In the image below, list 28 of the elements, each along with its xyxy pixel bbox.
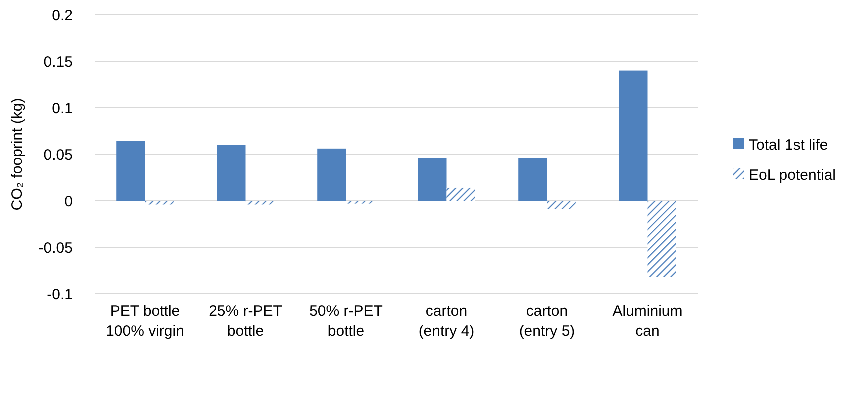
y-tick-label: -0.1 bbox=[47, 286, 73, 304]
y-tick-label: 0.15 bbox=[44, 54, 73, 71]
bar bbox=[446, 188, 476, 201]
bar bbox=[246, 201, 274, 205]
x-tick-label: carton (entry 4) bbox=[418, 303, 475, 340]
x-tick-label: carton (entry 5) bbox=[519, 303, 576, 340]
legend-label: Total 1st life bbox=[749, 136, 828, 154]
x-tick-label: 50% r-PET bottle bbox=[310, 303, 383, 340]
bar bbox=[116, 141, 146, 201]
bar bbox=[145, 201, 174, 205]
y-tick-label: 0.05 bbox=[44, 146, 73, 164]
x-tick-label: PET bottle 100% virgin bbox=[106, 303, 184, 340]
x-tick-label: 25% r-PET bottle bbox=[209, 303, 282, 340]
bar bbox=[217, 145, 246, 201]
y-axis-title: CO₂ fooprint (kg) bbox=[9, 98, 26, 211]
y-tick-label: 0.1 bbox=[52, 100, 73, 118]
bar bbox=[619, 70, 648, 201]
bar bbox=[547, 201, 576, 210]
legend-label: EoL potential bbox=[749, 166, 836, 184]
x-tick-label: Aluminium can bbox=[612, 303, 683, 340]
y-tick-label: 0.2 bbox=[52, 7, 73, 24]
bar bbox=[418, 158, 447, 201]
bar bbox=[318, 148, 346, 201]
y-tick-label: 0 bbox=[64, 193, 73, 210]
bar bbox=[346, 201, 375, 204]
bar bbox=[518, 158, 548, 201]
bar bbox=[648, 201, 676, 278]
y-tick-label: -0.05 bbox=[38, 240, 73, 257]
